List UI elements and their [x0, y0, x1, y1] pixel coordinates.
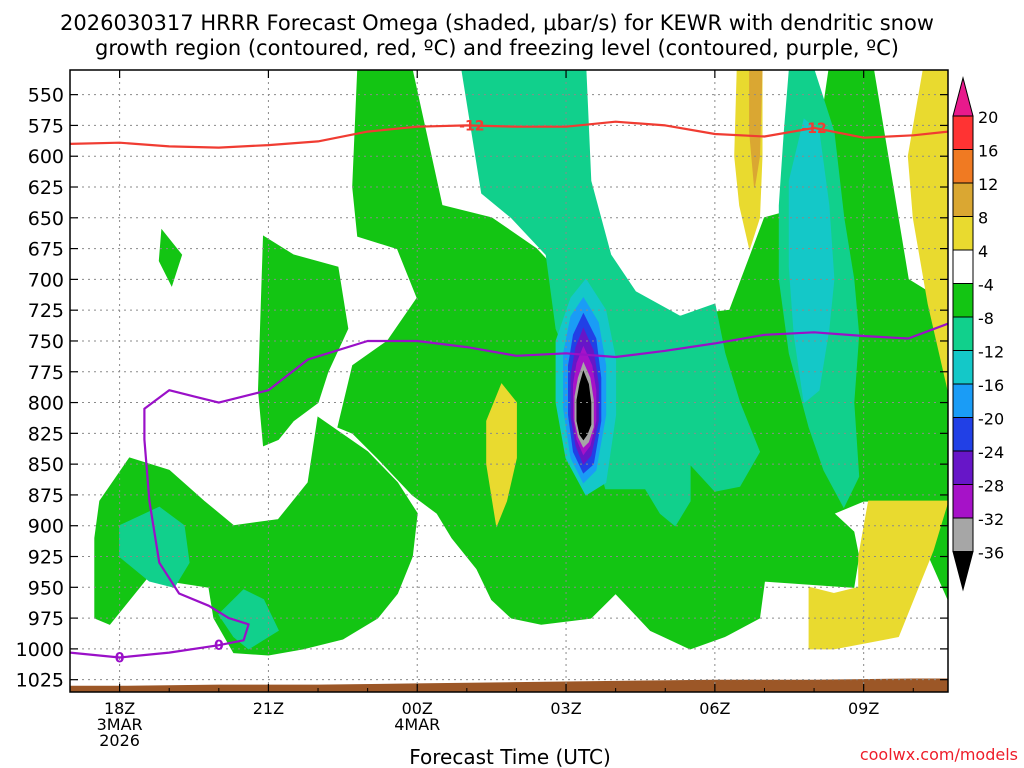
axes: 550 575 600 625 650 675 700 725 750 775 800 825 850 8…: [16, 69, 949, 750]
colorbar-segment: [952, 517, 974, 552]
x-axis-label: Forecast Time (UTC): [409, 745, 611, 768]
colorbar-segment: [952, 417, 974, 452]
colorbar-label: -32: [978, 510, 1004, 529]
colorbar-segment: [952, 115, 974, 150]
x-tick-label-line: 18Z: [104, 699, 135, 718]
colorbar-label: -24: [978, 443, 1004, 462]
y-tick-label: 600: [28, 146, 64, 168]
freezing-level-contour-label: 0: [214, 638, 224, 654]
colorbar-segment: [952, 149, 974, 184]
freezing-level-contour-line: [70, 322, 948, 659]
colorbar: 20 16 12 8 4 -4 -8 -12 -16 -20 -24 -28 -32 -36: [952, 76, 1004, 592]
x-tick-label-line: 3MAR: [97, 715, 143, 734]
x-tick-label: 18Z 3MAR 2026: [97, 699, 143, 750]
colorbar-label: -12: [978, 343, 1004, 362]
colorbar-segment: [952, 249, 974, 284]
x-tick-label-line: 00Z: [402, 699, 433, 718]
omega-region: [907, 70, 948, 391]
x-tick-label-line: 2026: [99, 731, 140, 750]
y-tick-label: 950: [28, 577, 64, 599]
x-tick-label-line: 09Z: [848, 699, 879, 718]
colorbar-label: -20: [978, 410, 1004, 429]
x-tick-label-line: 21Z: [253, 699, 284, 718]
x-tick-label-line: 06Z: [699, 699, 730, 718]
y-tick-label: 575: [28, 115, 64, 137]
dgz-contour-label: -12: [801, 121, 826, 137]
colorbar-segment: [952, 484, 974, 519]
colorbar-segment: [952, 216, 974, 251]
colorbar-label: 16: [978, 142, 998, 161]
y-tick-label: 725: [28, 300, 64, 322]
chart-title-line-2: growth region (contoured, red, ºC) and f…: [95, 36, 899, 60]
plot-frame: [69, 69, 949, 693]
x-tick-label: 00Z 4MAR: [394, 699, 440, 734]
credit-text: coolwx.com/models: [860, 745, 1018, 764]
colorbar-bottom-arrow: [952, 551, 974, 592]
dgz-contour-label: -12: [459, 119, 484, 135]
y-tick-label: 900: [28, 516, 64, 538]
omega-region: [218, 589, 279, 650]
omega-region: [788, 118, 835, 404]
dgz-contour-line: [70, 120, 948, 149]
colorbar-label: -4: [978, 276, 994, 295]
y-tick-label: 825: [28, 423, 64, 445]
y-tick-label: 1000: [16, 639, 64, 661]
colorbar-label: -8: [978, 309, 994, 328]
y-tick-label: 775: [28, 362, 64, 384]
colorbar-label: 20: [978, 108, 998, 127]
x-tick-label: 06Z: [699, 699, 730, 718]
colorbar-label: 12: [978, 175, 998, 194]
colorbar-label: -28: [978, 477, 1004, 496]
omega-region: [749, 70, 763, 188]
y-tick-label: 550: [28, 85, 64, 107]
x-tick-label-line: 4MAR: [394, 715, 440, 734]
colorbar-segment: [952, 350, 974, 385]
omega-region: [94, 416, 418, 656]
x-tick-label-line: 03Z: [550, 699, 581, 718]
colorbar-label: -36: [978, 544, 1004, 563]
y-tick-label: 925: [28, 547, 64, 569]
y-tick-label: 800: [28, 393, 64, 415]
x-tick-label: 09Z: [848, 699, 879, 718]
y-tick-label: 850: [28, 454, 64, 476]
y-tick-label: 650: [28, 208, 64, 230]
colorbar-segment: [952, 450, 974, 485]
omega-region: [486, 383, 517, 528]
colorbar-segment: [952, 283, 974, 318]
omega-region: [461, 70, 761, 527]
terrain-fill: [70, 678, 948, 692]
freezing-level-contour-label: 0: [115, 651, 125, 667]
colorbar-top-arrow: [952, 76, 974, 117]
colorbar-segment: [952, 383, 974, 418]
y-tick-label: 875: [28, 485, 64, 507]
chart-title-line-1: 2026030317 HRRR Forecast Omega (shaded, …: [60, 11, 934, 35]
colorbar-label: 4: [978, 242, 988, 261]
x-tick-label: 03Z: [550, 699, 581, 718]
omega-region: [576, 370, 592, 441]
colorbar-segment: [952, 316, 974, 351]
omega-region: [158, 228, 183, 287]
y-tick-label: 1025: [16, 670, 64, 692]
y-tick-label: 675: [28, 239, 64, 261]
y-tick-label: 750: [28, 331, 64, 353]
x-tick-label: 21Z: [253, 699, 284, 718]
y-tick-label: 625: [28, 177, 64, 199]
y-tick-label: 700: [28, 269, 64, 291]
omega-region: [119, 506, 190, 588]
y-tick-label: 975: [28, 608, 64, 630]
colorbar-segment: [952, 182, 974, 217]
colorbar-label: -16: [978, 376, 1004, 395]
colorbar-label: 8: [978, 209, 988, 228]
plot-area: -12 -12 0 0: [70, 70, 948, 692]
